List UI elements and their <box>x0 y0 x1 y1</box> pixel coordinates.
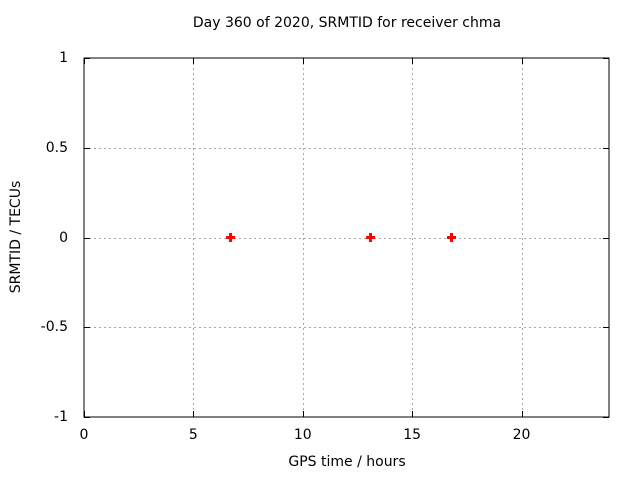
x-axis-title: GPS time / hours <box>288 454 406 470</box>
chart-title: Day 360 of 2020, SRMTID for receiver chm… <box>192 15 502 31</box>
data-point-marker <box>226 233 236 242</box>
y-tick-label: 0.5 <box>45 139 68 156</box>
x-tick-label: 15 <box>403 427 422 443</box>
plot-border <box>83 57 610 418</box>
y-tick-label: 0 <box>59 229 68 246</box>
x-tick-label: 10 <box>293 427 312 443</box>
y-tick-label: -1 <box>54 409 68 425</box>
y-tick-label: 1 <box>59 50 68 66</box>
data-point-marker <box>447 233 456 242</box>
x-tick-label: 0 <box>79 427 89 443</box>
x-tick-label: 5 <box>188 427 198 443</box>
y-tick-label: -0.5 <box>40 319 68 336</box>
data-point-marker <box>366 233 376 242</box>
x-tick-label: 20 <box>512 427 531 443</box>
